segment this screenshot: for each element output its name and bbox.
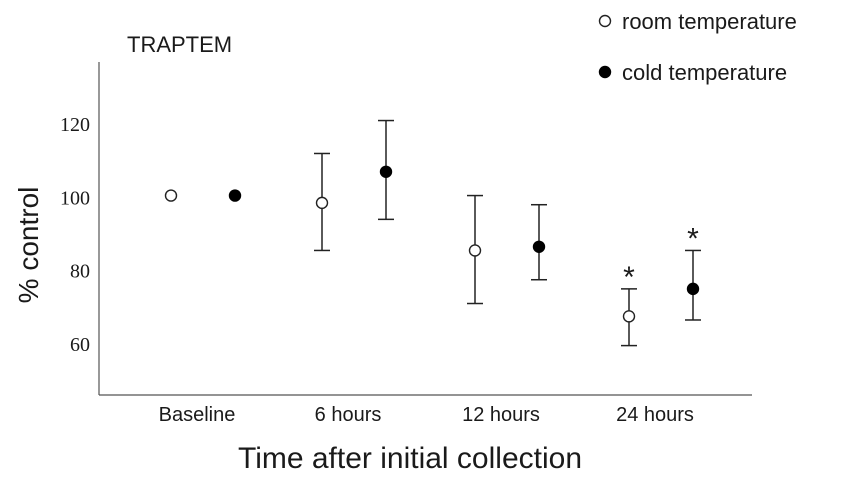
data-point bbox=[686, 282, 700, 296]
y-axis-label: % control bbox=[13, 187, 44, 304]
x-axis-label: Time after initial collection bbox=[238, 442, 582, 475]
legend-label-cold-temperature: cold temperature bbox=[622, 60, 787, 85]
data-point-group: * bbox=[621, 261, 637, 347]
data-point bbox=[532, 240, 546, 253]
y-tick-labels: 60 80 100 120 bbox=[60, 114, 90, 356]
chart-title: TRAPTEM bbox=[127, 32, 232, 57]
data-point-group bbox=[467, 194, 483, 305]
x-tick-label: 24 hours bbox=[616, 404, 694, 426]
x-tick-label: 6 hours bbox=[315, 404, 382, 426]
data-point-group bbox=[378, 119, 394, 221]
x-tick-labels: Baseline 6 hours 12 hours 24 hours bbox=[159, 404, 694, 426]
y-tick-label: 120 bbox=[60, 114, 90, 136]
y-tick-label: 80 bbox=[70, 261, 90, 283]
significance-marker: * bbox=[687, 222, 699, 255]
data-point-group bbox=[531, 203, 547, 281]
x-tick-label: Baseline bbox=[159, 404, 236, 426]
data-point bbox=[228, 189, 242, 202]
data-point-group bbox=[164, 189, 178, 202]
legend-label-room-temperature: room temperature bbox=[622, 9, 797, 34]
data-point-group bbox=[228, 189, 242, 202]
y-tick-label: 60 bbox=[70, 334, 90, 356]
data-point bbox=[468, 244, 482, 257]
legend: room temperature cold temperature bbox=[598, 9, 797, 85]
data-point bbox=[379, 165, 393, 178]
data-point bbox=[315, 196, 329, 210]
y-tick-label: 100 bbox=[60, 187, 90, 209]
legend-marker-room-temperature bbox=[598, 14, 612, 28]
data-point-group bbox=[314, 152, 330, 252]
data-marks: ** bbox=[164, 119, 701, 347]
x-tick-label: 12 hours bbox=[462, 404, 540, 426]
data-point-group: * bbox=[685, 222, 701, 321]
significance-marker: * bbox=[623, 261, 635, 294]
data-point bbox=[164, 189, 178, 202]
legend-marker-cold-temperature bbox=[598, 65, 612, 79]
data-point bbox=[622, 310, 636, 323]
